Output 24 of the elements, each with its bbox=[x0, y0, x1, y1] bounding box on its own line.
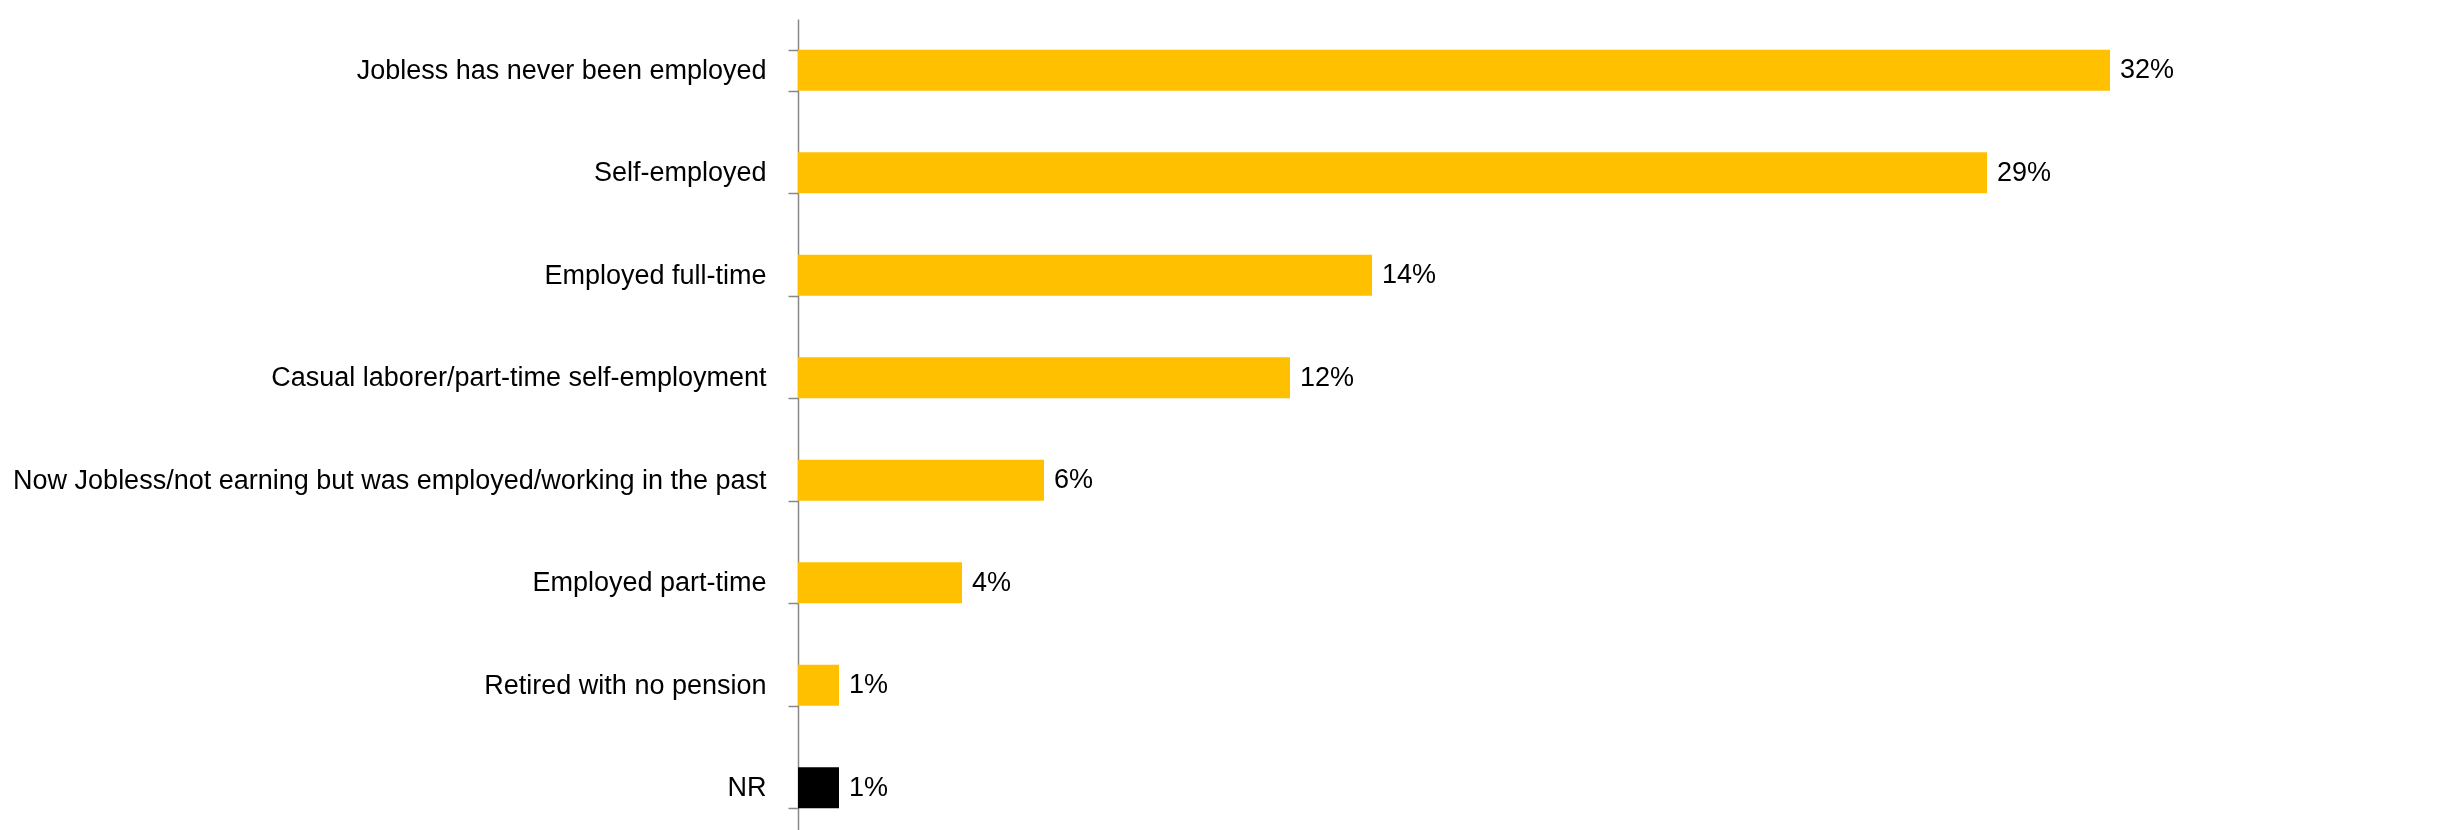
y-tick-label: Jobless has never been employed bbox=[356, 54, 767, 85]
y-tick-label: Now Jobless/not earning but was employed/working in the past bbox=[13, 464, 767, 495]
y-tick-label: Employed full-time bbox=[544, 259, 767, 290]
bar bbox=[798, 459, 1044, 501]
y-tick-label: Casual laborer/part-time self-employment bbox=[271, 362, 767, 393]
bar bbox=[798, 562, 962, 604]
data-label: 29% bbox=[1997, 156, 2052, 187]
bar bbox=[798, 152, 1987, 194]
bar bbox=[798, 254, 1372, 296]
y-tick-label: NR bbox=[727, 772, 767, 803]
bar bbox=[798, 664, 839, 706]
data-label: 14% bbox=[1382, 259, 1437, 290]
data-label: 6% bbox=[1054, 464, 1094, 495]
bar bbox=[798, 357, 1290, 399]
y-tick-label: Retired with no pension bbox=[484, 669, 767, 700]
data-label: 4% bbox=[972, 566, 1012, 597]
y-tick-label: Employed part-time bbox=[532, 567, 767, 598]
data-label: 1% bbox=[849, 771, 889, 802]
data-label: 32% bbox=[2120, 54, 2175, 85]
bar bbox=[798, 49, 2110, 91]
bar bbox=[798, 767, 839, 809]
y-tick-label: Self-employed bbox=[593, 157, 767, 188]
data-label: 12% bbox=[1300, 361, 1355, 392]
data-label: 1% bbox=[849, 669, 889, 700]
